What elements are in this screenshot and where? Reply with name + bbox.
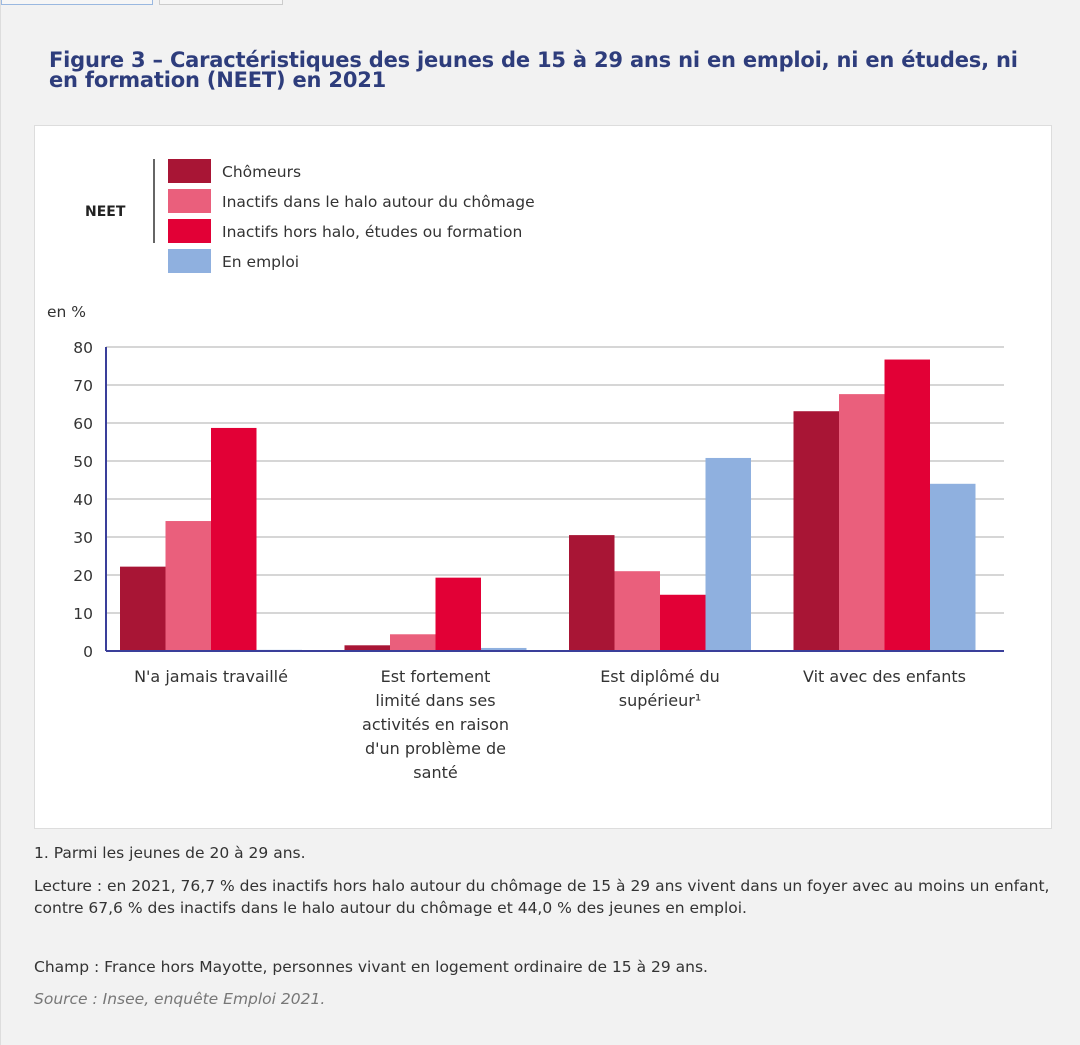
legend-swatch (168, 189, 211, 213)
bar (660, 594, 706, 651)
y-tick-label: 0 (83, 643, 93, 661)
lecture-note: Lecture : en 2021, 76,7 % des inactifs h… (34, 877, 1050, 917)
legend-label: Inactifs dans le halo autour du chômage (222, 193, 535, 211)
bar (344, 645, 390, 651)
legend-group-label: NEET (85, 204, 126, 220)
tab-1[interactable] (1, 0, 153, 5)
bar (569, 535, 615, 651)
bar (165, 521, 211, 651)
bar (930, 483, 976, 651)
source-note: Source : Insee, enquête Emploi 2021. (34, 990, 326, 1008)
bar (884, 359, 930, 651)
chart-card: NEET Chômeurs Inactifs dans le halo autour… (34, 125, 1052, 829)
x-tick-label: supérieur¹ (619, 691, 701, 710)
x-tick-label: Est fortement (381, 667, 491, 686)
y-tick-label: 60 (73, 415, 93, 433)
y-tick-label: 30 (73, 529, 93, 547)
y-tick-label: 80 (73, 339, 93, 357)
y-axis-label: en % (47, 303, 86, 321)
tab-2[interactable] (159, 0, 283, 5)
bar (390, 634, 436, 651)
legend-swatch (168, 249, 211, 273)
champ-note: Champ : France hors Mayotte, personnes v… (34, 958, 708, 976)
legend-label: Inactifs hors halo, études ou formation (222, 223, 522, 241)
legend-swatch (168, 219, 211, 243)
bar (120, 566, 166, 651)
y-tick-label: 50 (73, 453, 93, 471)
footnote: 1. Parmi les jeunes de 20 à 29 ans. (34, 844, 306, 862)
x-tick-label: N'a jamais travaillé (134, 667, 288, 686)
bar (614, 571, 660, 651)
y-tick-label: 40 (73, 491, 93, 509)
bar (839, 394, 885, 651)
bar (435, 577, 481, 651)
bar (705, 457, 751, 651)
x-tick-label: Vit avec des enfants (803, 667, 966, 686)
bar-chart: NEET Chômeurs Inactifs dans le halo autour… (47, 159, 1004, 782)
figure-title: Figure 3 – Caractéristiques des jeunes d… (49, 48, 1018, 92)
x-tick-label: activités en raison (362, 715, 509, 734)
bar (481, 647, 527, 651)
y-tick-label: 20 (73, 567, 93, 585)
bar (211, 427, 257, 651)
bar (793, 411, 839, 651)
y-tick-label: 70 (73, 377, 93, 395)
legend-label: En emploi (222, 253, 299, 271)
x-tick-label: limité dans ses (375, 691, 495, 710)
x-tick-label: Est diplômé du (600, 667, 720, 686)
x-tick-label: d'un problème de (365, 739, 506, 758)
x-tick-label: santé (413, 763, 457, 782)
legend-swatch (168, 159, 211, 183)
legend-label: Chômeurs (222, 163, 301, 181)
y-tick-label: 10 (73, 605, 93, 623)
